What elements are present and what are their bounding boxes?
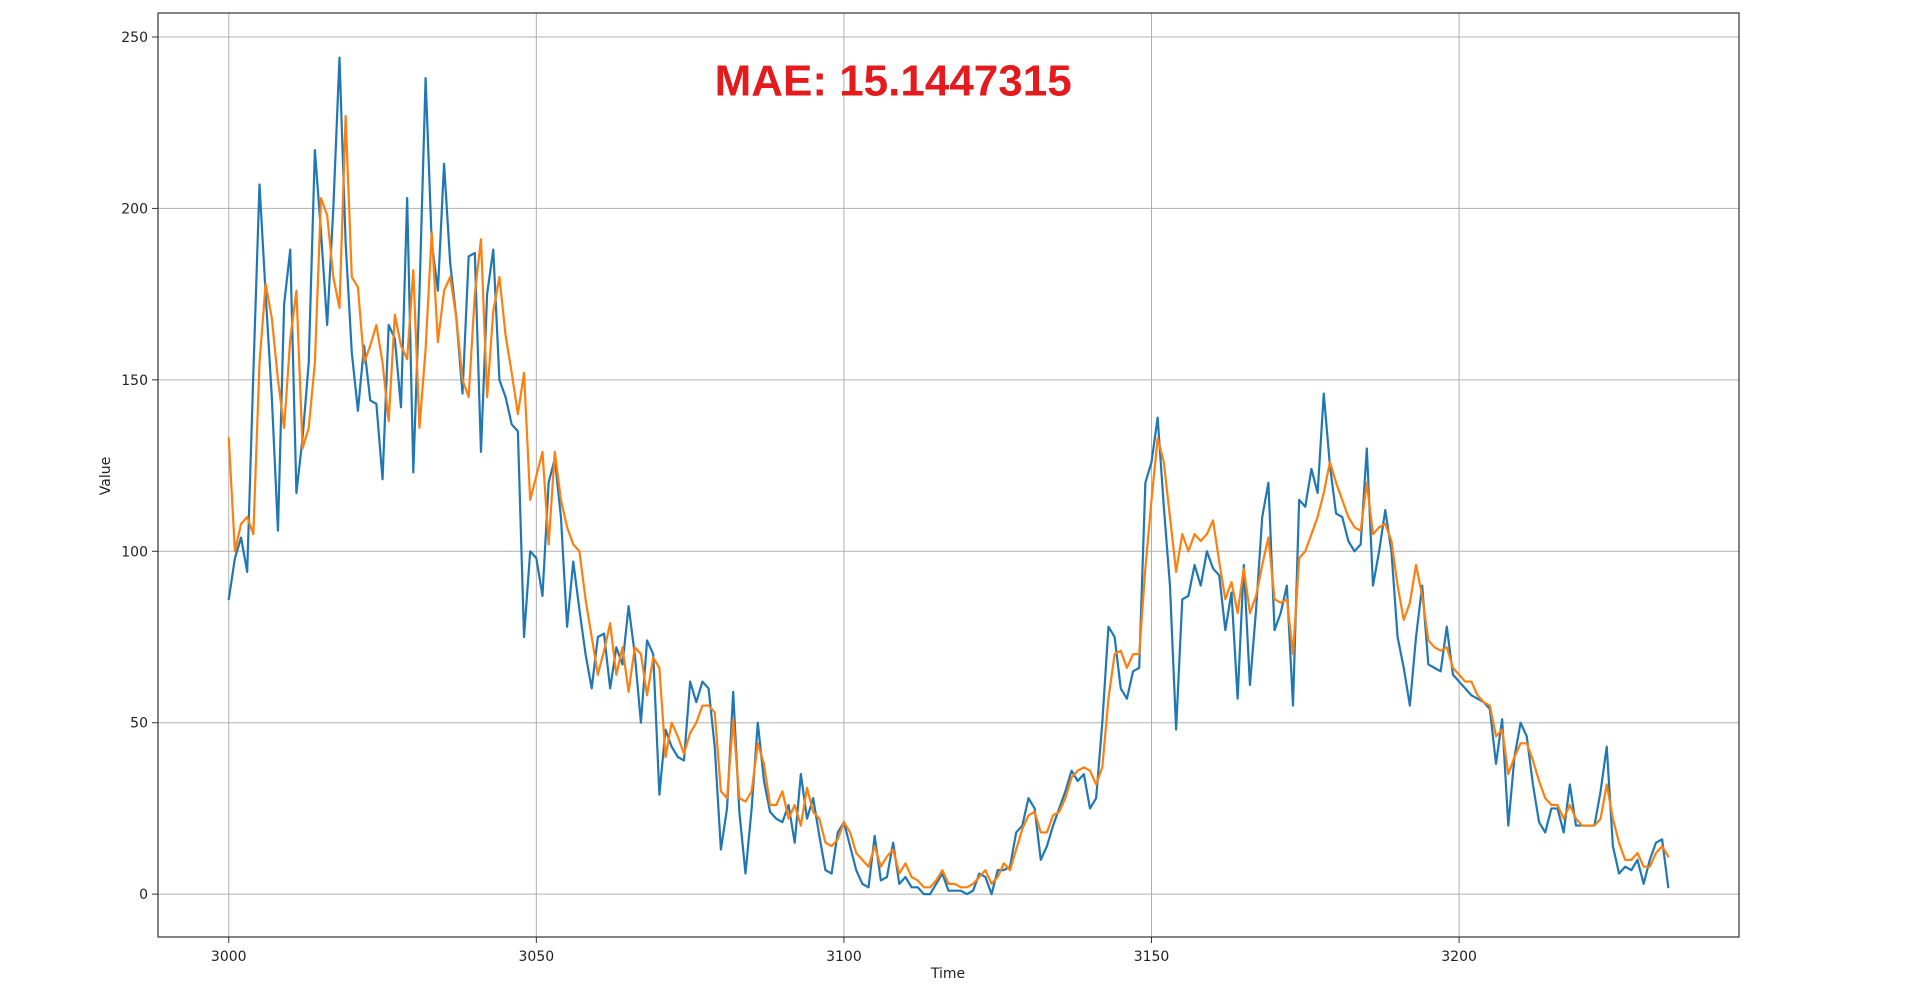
x-tick-label: 3150 (1134, 949, 1170, 965)
series-line-2 (227, 114, 1670, 889)
axis-ticks: 3000 3050 3100 3150 3200 0 50 100 150 200 250 (121, 30, 1477, 965)
x-axis-label: Time (930, 966, 965, 981)
y-axis-label: Value (98, 457, 114, 495)
y-tick-label: 200 (121, 201, 148, 217)
x-tick-label: 3000 (211, 949, 247, 965)
series-line-1 (227, 56, 1670, 896)
mae-annotation: MAE: 15.1447315 (715, 56, 1072, 105)
y-tick-label: 50 (130, 716, 148, 732)
plot-frame (157, 12, 1740, 938)
grid-lines (158, 13, 1739, 937)
y-tick-label: 100 (121, 544, 148, 560)
y-tick-label: 0 (139, 887, 148, 903)
y-tick-label: 250 (121, 30, 148, 46)
x-tick-label: 3050 (519, 949, 555, 965)
y-tick-label: 150 (121, 373, 148, 389)
series-lines (227, 56, 1670, 896)
x-tick-label: 3100 (826, 949, 862, 965)
plot-area (158, 13, 1739, 937)
x-tick-label: 3200 (1441, 949, 1477, 965)
